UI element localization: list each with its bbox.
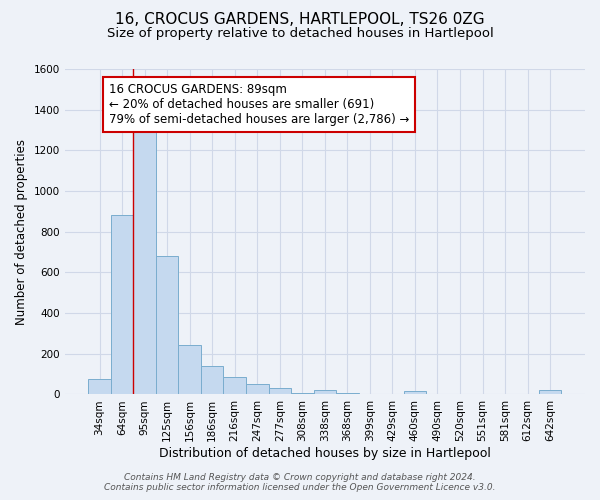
Bar [156, 256, 178, 394]
Bar [269, 388, 291, 394]
Bar [539, 390, 562, 394]
Text: Contains HM Land Registry data © Crown copyright and database right 2024.
Contai: Contains HM Land Registry data © Crown c… [104, 473, 496, 492]
Bar [314, 390, 336, 394]
Bar [201, 366, 223, 394]
Bar [111, 216, 133, 394]
Bar [133, 126, 156, 394]
Bar [178, 344, 201, 395]
Text: 16, CROCUS GARDENS, HARTLEPOOL, TS26 0ZG: 16, CROCUS GARDENS, HARTLEPOOL, TS26 0ZG [115, 12, 485, 28]
Bar [88, 379, 111, 394]
X-axis label: Distribution of detached houses by size in Hartlepool: Distribution of detached houses by size … [159, 447, 491, 460]
Bar [404, 392, 426, 394]
Bar [246, 384, 269, 394]
Text: 16 CROCUS GARDENS: 89sqm
← 20% of detached houses are smaller (691)
79% of semi-: 16 CROCUS GARDENS: 89sqm ← 20% of detach… [109, 83, 409, 126]
Text: Size of property relative to detached houses in Hartlepool: Size of property relative to detached ho… [107, 28, 493, 40]
Bar [223, 377, 246, 394]
Y-axis label: Number of detached properties: Number of detached properties [15, 138, 28, 324]
